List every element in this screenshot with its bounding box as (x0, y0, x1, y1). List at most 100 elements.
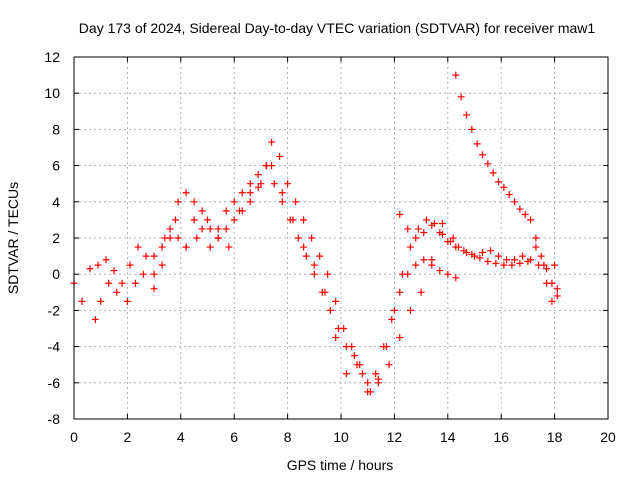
data-point (86, 265, 94, 273)
data-point (214, 225, 222, 233)
x-tick-label: 4 (177, 429, 185, 445)
data-point (516, 205, 524, 213)
data-point (150, 252, 158, 260)
data-point (422, 216, 430, 224)
data-point (332, 297, 340, 305)
data-point (166, 225, 174, 233)
data-point (300, 243, 308, 251)
data-point (174, 198, 182, 206)
data-point (537, 252, 545, 260)
data-point (548, 297, 556, 305)
data-point (532, 234, 540, 242)
data-point (500, 261, 508, 269)
data-point (503, 256, 511, 264)
x-tick-label: 16 (493, 429, 509, 445)
data-point (182, 189, 190, 197)
data-point (396, 210, 404, 218)
data-point (174, 234, 182, 242)
x-tick-label: 20 (600, 429, 616, 445)
data-point (390, 306, 398, 314)
data-point (294, 234, 302, 242)
data-point (94, 261, 102, 269)
data-point (126, 261, 134, 269)
data-point (521, 210, 529, 218)
series-track-5 (396, 210, 561, 300)
data-point (511, 198, 519, 206)
data-point (462, 111, 470, 119)
x-tick-label: 12 (387, 429, 403, 445)
data-point (150, 270, 158, 278)
data-point (364, 388, 372, 396)
data-point (222, 225, 230, 233)
data-point (449, 234, 457, 242)
y-tick-label: 6 (52, 158, 60, 174)
y-tick-label: -8 (48, 411, 61, 427)
data-point (516, 259, 524, 267)
data-point (246, 180, 254, 188)
data-point (511, 256, 519, 264)
data-point (316, 252, 324, 260)
series-track-2 (91, 138, 460, 387)
data-point (457, 93, 465, 101)
data-point (372, 370, 380, 378)
data-point (158, 261, 166, 269)
data-point (91, 315, 99, 323)
data-point (414, 225, 422, 233)
data-point (139, 270, 147, 278)
data-point (444, 270, 452, 278)
data-point (230, 216, 238, 224)
data-point (484, 258, 492, 266)
data-point (198, 207, 206, 215)
data-point (412, 234, 420, 242)
data-point (476, 254, 484, 262)
data-point (142, 252, 150, 260)
data-point (396, 334, 404, 342)
data-point (321, 288, 329, 296)
data-point (310, 261, 318, 269)
data-point (238, 189, 246, 197)
data-point (543, 265, 551, 273)
data-point (324, 270, 332, 278)
data-point (380, 343, 388, 351)
data-point (78, 297, 86, 305)
data-point (326, 306, 334, 314)
data-point (385, 361, 393, 369)
data-point (436, 229, 444, 237)
data-point (302, 252, 310, 260)
data-point (479, 151, 487, 159)
data-point (519, 252, 527, 260)
y-tick-label: 8 (52, 121, 60, 137)
y-axis-label: SDTVAR / TECUs (5, 182, 21, 294)
data-point (308, 234, 316, 242)
data-point (270, 180, 278, 188)
data-point (484, 160, 492, 168)
data-point (500, 183, 508, 191)
data-point (487, 247, 495, 255)
x-tick-label: 8 (284, 429, 292, 445)
data-point (254, 183, 262, 191)
data-point (495, 178, 503, 186)
data-point (495, 252, 503, 260)
data-point (190, 198, 198, 206)
data-point (350, 352, 358, 360)
data-point (268, 138, 276, 146)
data-point (236, 207, 244, 215)
data-point (246, 189, 254, 197)
data-point (206, 243, 214, 251)
data-point (436, 267, 444, 275)
x-tick-labels: 0 2 4 6 8 10 12 14 16 18 20 (70, 429, 616, 445)
data-point (404, 225, 412, 233)
data-point (198, 225, 206, 233)
data-markers (70, 71, 561, 396)
data-point (134, 243, 142, 251)
data-point (97, 297, 105, 305)
y-tick-label: 12 (44, 49, 60, 65)
data-point (388, 315, 396, 323)
x-tick-label: 6 (230, 429, 238, 445)
chart-title: Day 173 of 2024, Sidereal Day-to-day VTE… (79, 20, 596, 36)
data-point (204, 216, 211, 224)
data-point (396, 288, 404, 296)
data-point (527, 216, 535, 224)
x-tick-label: 14 (440, 429, 456, 445)
data-point (131, 279, 139, 287)
